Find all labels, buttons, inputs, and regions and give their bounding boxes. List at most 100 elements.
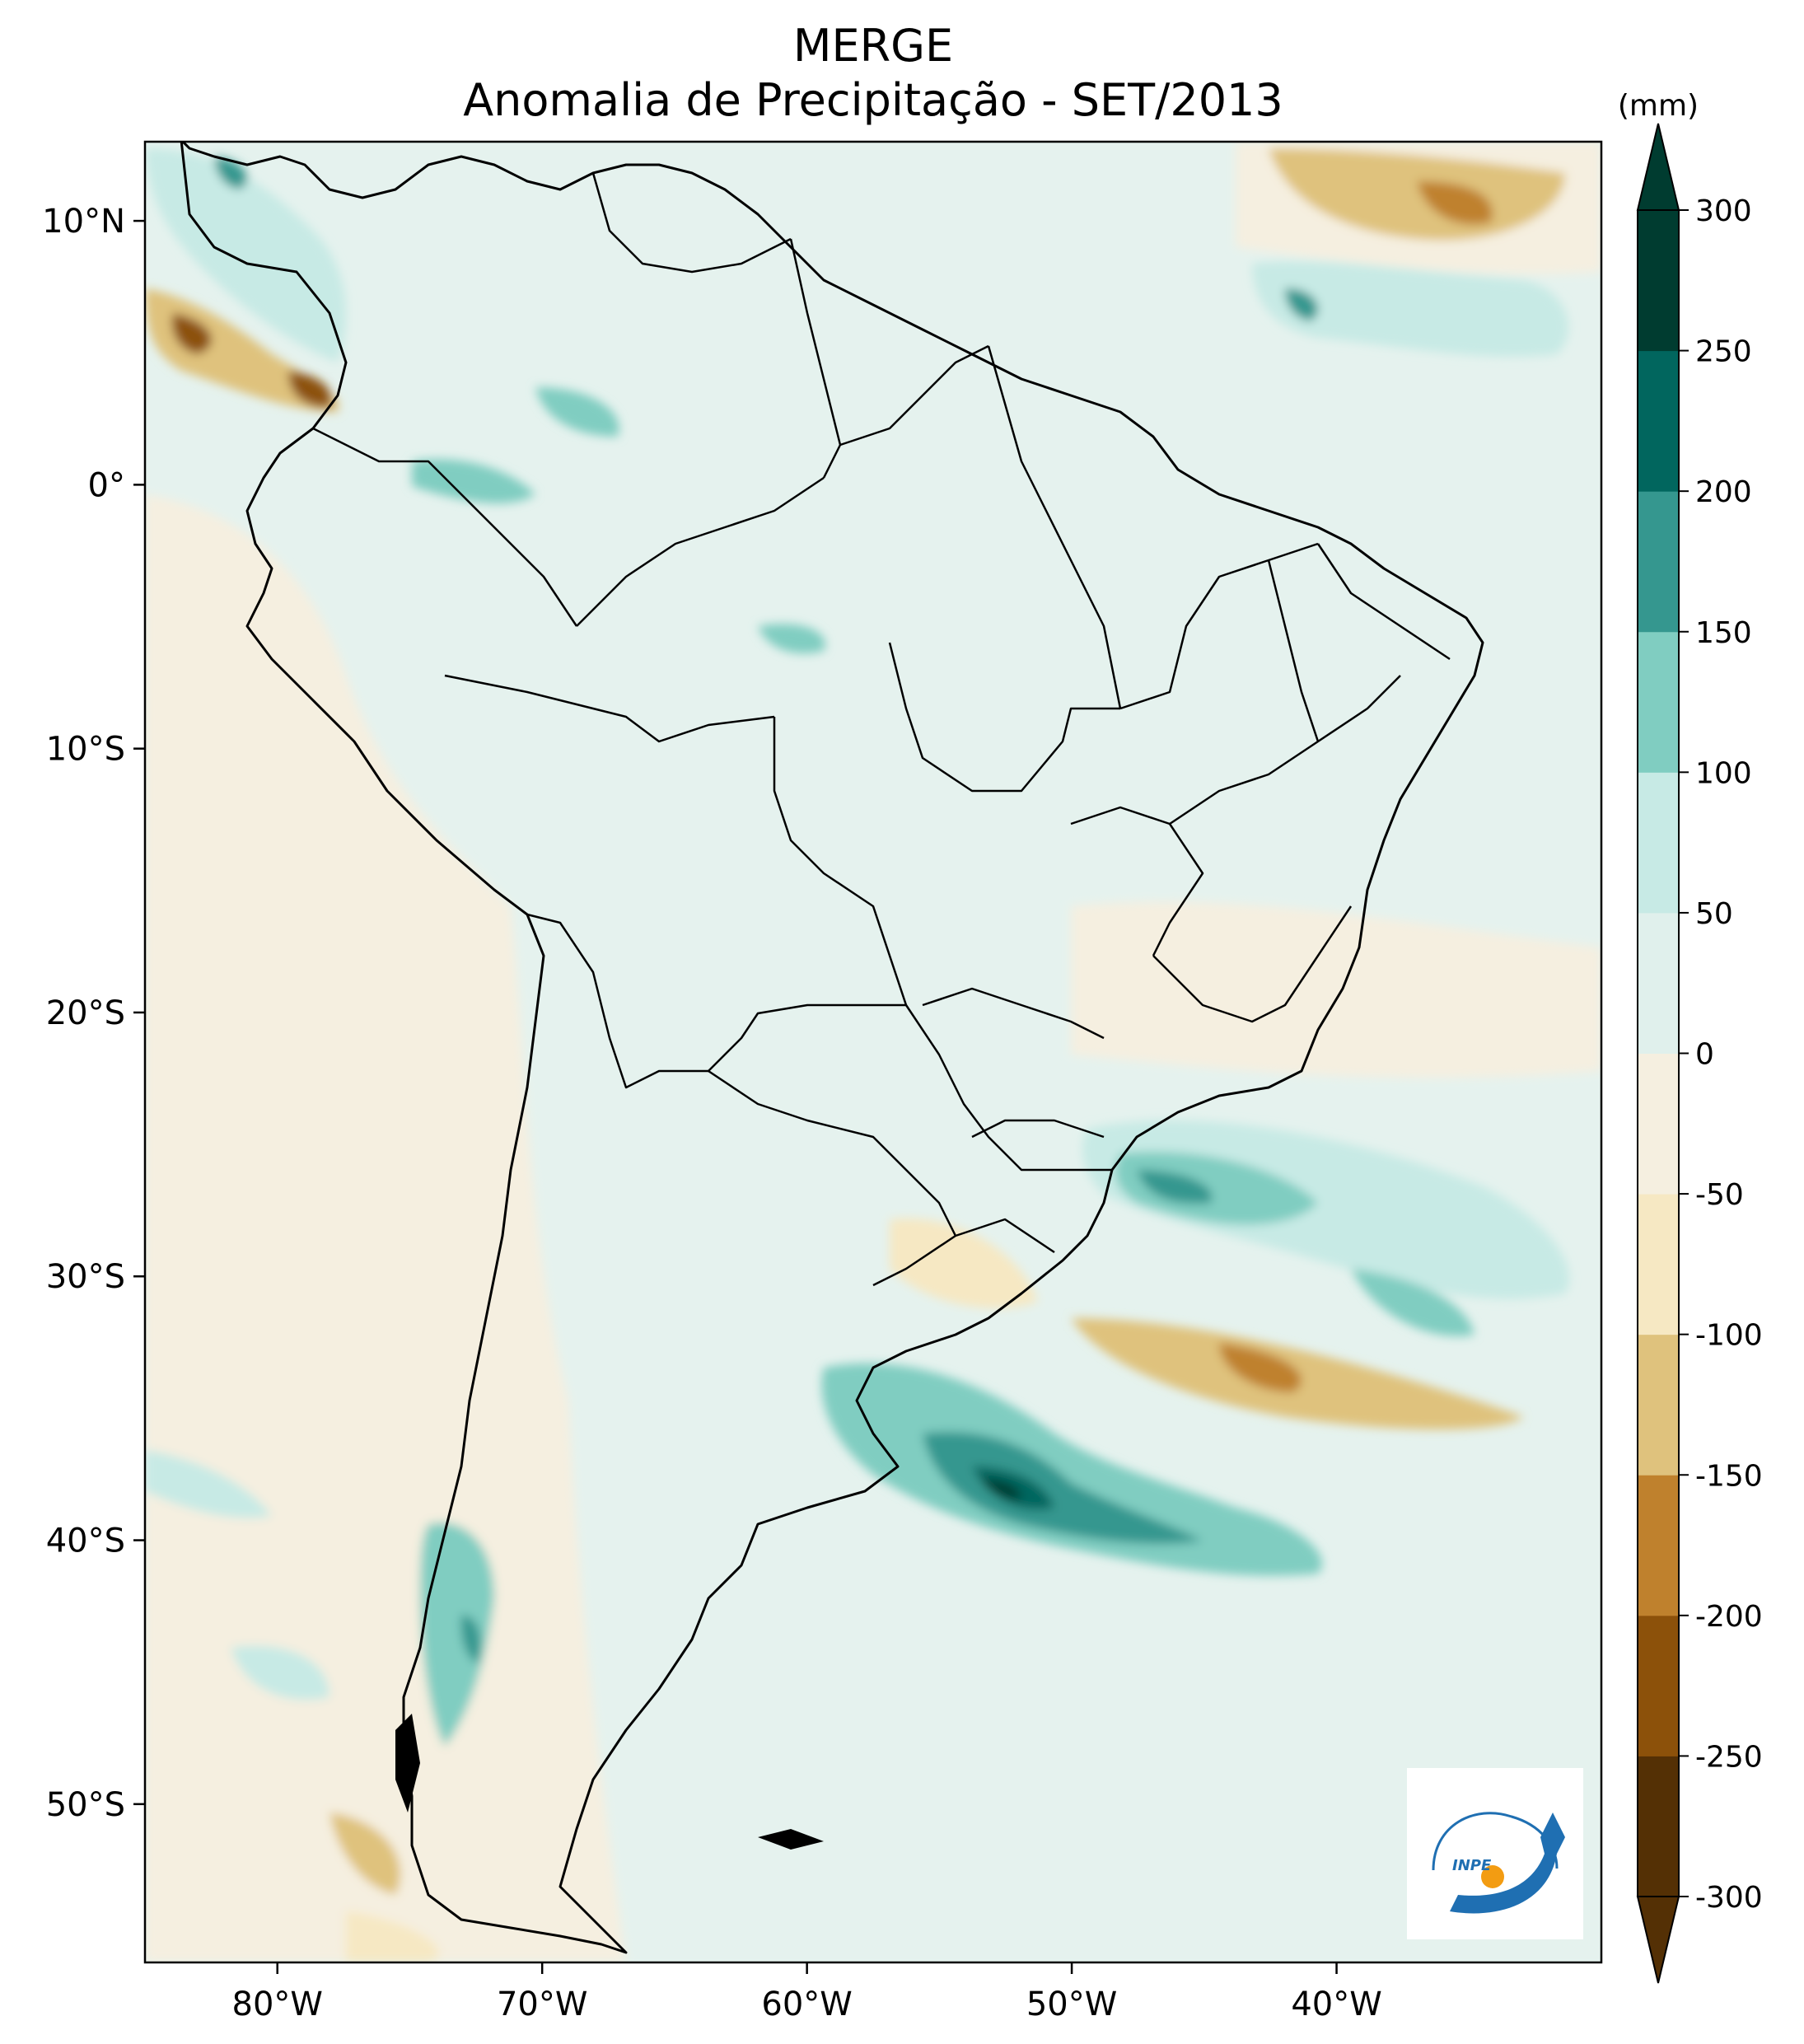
colorbar-segment (1638, 350, 1679, 492)
y-tick-label: 30°S (46, 1258, 125, 1296)
colorbar-segment (1638, 912, 1679, 1054)
anomaly-chile-south-positive (420, 1522, 494, 1747)
anomaly-panama-core (214, 157, 247, 189)
anomaly-atlantic-band (1071, 901, 1601, 1078)
anomaly-argentina-basin-positive (821, 1363, 1323, 1576)
y-tick-label: 0° (88, 466, 125, 504)
anomaly-amazon-positive-2 (535, 387, 619, 437)
border-goias (1070, 806, 1204, 957)
colorbar-segment (1638, 210, 1679, 352)
border-ceara (1316, 543, 1451, 661)
y-tick-label: 10°N (42, 203, 125, 241)
anomaly-pacific-dry (145, 494, 626, 1962)
anomaly-amazon-positive-3 (758, 624, 825, 654)
anomaly-atlantic-east-positive (1351, 1269, 1475, 1336)
anomaly-colombia-core-2 (288, 371, 332, 408)
inpe-logo: INPE (1407, 1768, 1583, 1939)
border-minas (1152, 905, 1353, 1023)
y-tick-label: 20°S (46, 994, 125, 1032)
border-bolivia-paraguay (708, 1003, 906, 1072)
x-tick-label: 40°W (1291, 1986, 1381, 2023)
map-frame (143, 140, 1603, 1964)
colorbar-tick-label: -50 (1695, 1178, 1744, 1212)
colorbar-tick-label: 250 (1695, 335, 1752, 369)
x-tick-label: 70°W (497, 1986, 587, 2023)
colorbar-segment (1638, 1194, 1679, 1335)
anomaly-chile-south-core (460, 1615, 481, 1664)
x-axis: 80°W 70°W 60°W 50°W 40°W (232, 1962, 1382, 2023)
border-guyana (789, 238, 842, 479)
border-parana (904, 1004, 1112, 1172)
x-tick-label: 80°W (232, 1986, 323, 2023)
logo-swoosh-icon (1450, 1812, 1565, 1914)
border-colombia-brazil (576, 476, 825, 627)
border-piaui (1267, 559, 1320, 742)
border-bolivia-chile (526, 913, 708, 1089)
border-para (987, 345, 1122, 709)
colorbar-segment (1638, 1334, 1679, 1476)
colorbar-tick-label: -300 (1695, 1881, 1763, 1915)
colorbar-tick-label: -100 (1695, 1319, 1763, 1353)
border-mato-grosso (888, 642, 1120, 793)
colorbar-segment (1638, 1475, 1679, 1616)
anomaly-pacific-band (145, 1384, 494, 1504)
anomaly-south-brazil-ocean-mid (1115, 1152, 1318, 1225)
x-tick-label: 60°W (761, 1986, 852, 2023)
colorbar-tick-label: 50 (1695, 897, 1733, 931)
anomaly-equatorial-atlantic-core (1285, 288, 1318, 321)
map-title: MERGE (792, 20, 954, 72)
y-tick-label: 10°S (46, 731, 125, 769)
colorbar-tick-label: 100 (1695, 756, 1752, 790)
anomaly-colombia-core-1 (171, 313, 212, 354)
anomaly-south-atlantic-core (1219, 1343, 1302, 1392)
anomaly-pacific-southwest-positive (145, 1450, 272, 1518)
colorbar-extend-min (1636, 1896, 1680, 1984)
anomaly-patagonia-negative (329, 1812, 401, 1895)
y-tick-label: 40°S (46, 1522, 125, 1560)
country-state-borders (312, 172, 1451, 1287)
colorbar-tick-label: -200 (1695, 1600, 1763, 1634)
colorbar-segment (1638, 1756, 1679, 1897)
anomaly-amazon-positive-1 (412, 459, 535, 503)
anomaly-equatorial-atlantic-positive (1252, 261, 1569, 357)
colorbar-segment (1638, 1615, 1679, 1756)
map-plot-area (145, 142, 1601, 1962)
border-paraguay-argentina (708, 1069, 957, 1237)
coastal-islands (395, 1714, 824, 1850)
colorbar-tick-label: -250 (1695, 1740, 1763, 1774)
colorbar-unit: (mm) (1618, 89, 1699, 123)
map-subtitle: Anomalia de Precipitação - SET/2013 (463, 74, 1283, 126)
colorbar-segment (1638, 491, 1679, 633)
anomaly-pacific-south-positive (231, 1645, 329, 1700)
border-bahia (1169, 675, 1401, 826)
colorbar-tick-label: 150 (1695, 616, 1752, 650)
anomaly-field-layer (145, 142, 1601, 1962)
border-mato-grosso-sul (922, 987, 1105, 1040)
anomaly-north-atlantic-core (1417, 181, 1493, 225)
colorbar-segment (1638, 772, 1679, 914)
colorbar-extend-max (1636, 123, 1680, 211)
border-venezuela (591, 172, 792, 274)
logo-text: INPE (1452, 1857, 1492, 1874)
colorbar-tick-label: 300 (1695, 194, 1752, 228)
colorbar-tick-label: 200 (1695, 475, 1752, 509)
border-uruguay (872, 1218, 1055, 1287)
colorbar-segment (1638, 1053, 1679, 1195)
colorbar-segment (1638, 631, 1679, 773)
anomaly-panama-positive (145, 148, 346, 362)
falkland-islands (758, 1829, 824, 1850)
anomaly-argentina-basin-peak (980, 1479, 1021, 1500)
y-tick-label: 50°S (46, 1786, 125, 1824)
anomaly-argentina-basin-mid (923, 1432, 1203, 1544)
anomaly-rs-negative (890, 1218, 1038, 1308)
anomaly-south-brazil-ocean-core (1137, 1170, 1213, 1204)
border-tocantins (1119, 542, 1319, 710)
chile-archipelago (395, 1714, 420, 1812)
border-santa-catarina (971, 1119, 1105, 1139)
logo-orange-dot-icon (1481, 1865, 1504, 1888)
colorbar: (mm) 300 250 200 150 100 50 0 -50 -100 -150 -200 -2… (1618, 89, 1763, 1984)
anomaly-tierra-negative (346, 1911, 439, 1962)
border-colombia-peru (312, 427, 578, 627)
y-axis: 10°N 0° 10°S 20°S 30°S 40°S 50°S (42, 203, 145, 1824)
